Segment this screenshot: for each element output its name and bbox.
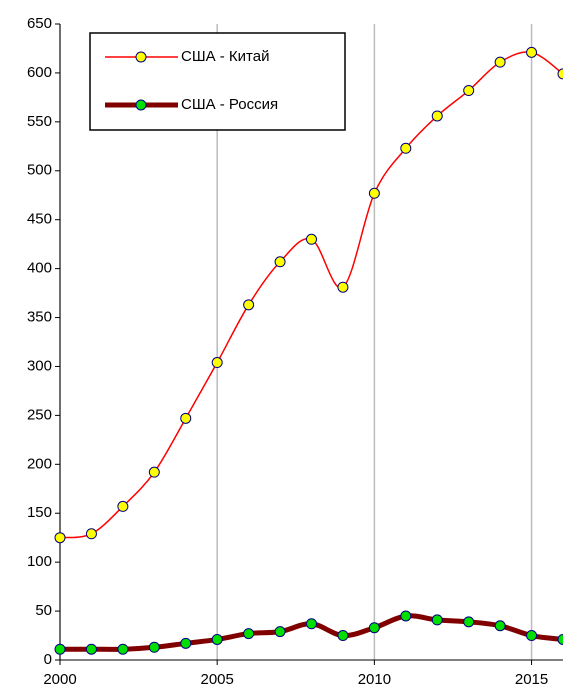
series-marker bbox=[431, 614, 443, 626]
series-marker bbox=[274, 626, 286, 638]
series-marker bbox=[368, 187, 380, 199]
legend-marker bbox=[135, 51, 147, 63]
legend-label: США - Россия bbox=[181, 96, 278, 113]
series-marker bbox=[243, 628, 255, 640]
y-tick-label: 600 bbox=[27, 64, 52, 81]
series-marker bbox=[85, 528, 97, 540]
y-tick-label: 400 bbox=[27, 260, 52, 277]
legend-label: США - Китай bbox=[181, 48, 269, 65]
series-marker bbox=[557, 633, 563, 645]
series-marker bbox=[557, 68, 563, 80]
series-marker bbox=[306, 233, 317, 245]
legend-box bbox=[89, 32, 346, 131]
y-tick-label: 650 bbox=[27, 15, 52, 32]
x-tick-label: 2005 bbox=[201, 671, 234, 688]
series-marker bbox=[180, 637, 192, 649]
series-marker bbox=[148, 641, 160, 653]
series-marker bbox=[463, 85, 475, 97]
y-tick-label: 500 bbox=[27, 162, 52, 179]
series-marker bbox=[368, 622, 380, 634]
series-marker bbox=[117, 643, 129, 655]
y-tick-label: 150 bbox=[27, 504, 52, 521]
series-marker bbox=[148, 466, 160, 478]
y-tick-label: 250 bbox=[27, 406, 52, 423]
series-marker bbox=[526, 46, 538, 58]
series-marker bbox=[180, 412, 192, 424]
series-marker bbox=[243, 299, 255, 311]
series-marker bbox=[494, 56, 506, 68]
series-marker bbox=[337, 281, 349, 293]
series-marker bbox=[494, 620, 506, 632]
series-marker bbox=[117, 500, 129, 512]
y-tick-label: 0 bbox=[44, 651, 52, 668]
series-marker bbox=[211, 357, 223, 369]
y-tick-label: 200 bbox=[27, 455, 52, 472]
legend-marker bbox=[135, 99, 147, 111]
series-marker bbox=[463, 616, 475, 628]
y-tick-label: 50 bbox=[35, 602, 52, 619]
series-marker bbox=[211, 633, 223, 645]
x-tick-label: 2000 bbox=[43, 671, 76, 688]
series-marker bbox=[526, 630, 538, 642]
series-marker bbox=[54, 532, 66, 544]
series-marker bbox=[85, 643, 97, 655]
y-tick-label: 350 bbox=[27, 309, 52, 326]
series-marker bbox=[306, 618, 317, 630]
series-marker bbox=[337, 630, 349, 642]
series-marker bbox=[54, 643, 66, 655]
series-marker bbox=[400, 142, 412, 154]
y-tick-label: 300 bbox=[27, 357, 52, 374]
y-tick-label: 550 bbox=[27, 113, 52, 130]
series-marker bbox=[400, 610, 412, 622]
x-tick-label: 2015 bbox=[515, 671, 548, 688]
series-marker bbox=[274, 256, 286, 268]
x-tick-label: 2010 bbox=[358, 671, 391, 688]
y-tick-label: 100 bbox=[27, 553, 52, 570]
series-marker bbox=[431, 110, 443, 122]
y-tick-label: 450 bbox=[27, 211, 52, 228]
